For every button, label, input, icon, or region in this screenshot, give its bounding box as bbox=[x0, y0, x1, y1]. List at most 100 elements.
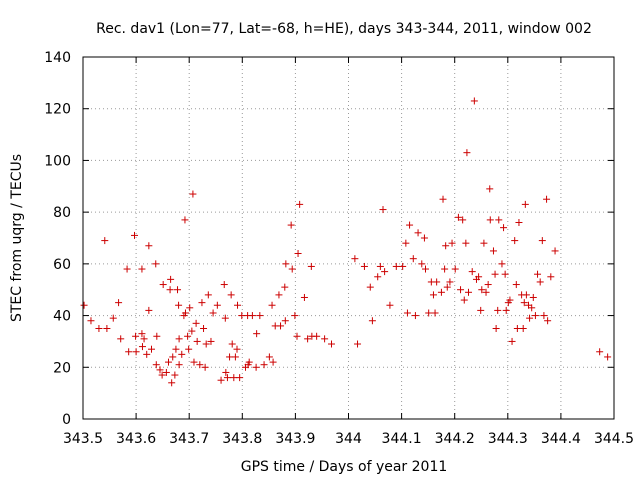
data-point bbox=[294, 250, 302, 258]
data-point bbox=[511, 237, 519, 245]
data-point bbox=[354, 340, 362, 348]
data-point bbox=[431, 309, 439, 317]
data-point bbox=[253, 330, 261, 338]
data-point bbox=[360, 262, 368, 270]
data-point bbox=[498, 260, 506, 268]
data-point bbox=[174, 286, 182, 294]
data-point bbox=[409, 255, 417, 263]
data-point bbox=[269, 358, 277, 366]
data-point bbox=[551, 247, 559, 255]
data-point bbox=[491, 270, 499, 278]
data-point bbox=[459, 216, 467, 224]
data-point bbox=[425, 309, 433, 317]
data-point bbox=[506, 296, 514, 304]
data-point bbox=[366, 283, 374, 291]
data-point bbox=[480, 239, 488, 247]
data-point bbox=[486, 185, 494, 193]
data-point bbox=[379, 206, 387, 214]
data-point bbox=[547, 273, 555, 281]
data-point bbox=[207, 337, 215, 345]
data-point bbox=[175, 335, 183, 343]
data-point bbox=[470, 97, 478, 105]
data-point bbox=[446, 278, 454, 286]
data-point bbox=[115, 299, 123, 307]
data-point bbox=[465, 288, 473, 296]
data-point bbox=[522, 291, 530, 299]
data-point bbox=[420, 234, 428, 242]
data-point bbox=[140, 335, 148, 343]
data-point bbox=[386, 301, 394, 309]
data-point bbox=[287, 221, 295, 229]
x-tick-label: 343.9 bbox=[275, 431, 315, 447]
data-point bbox=[596, 348, 604, 356]
data-point bbox=[288, 265, 296, 273]
data-point bbox=[281, 283, 289, 291]
data-point bbox=[202, 340, 210, 348]
data-point bbox=[87, 317, 95, 325]
data-point bbox=[351, 255, 359, 263]
y-tick-label: 100 bbox=[44, 153, 71, 169]
data-point bbox=[544, 317, 552, 325]
data-point bbox=[421, 265, 429, 273]
data-point bbox=[198, 299, 206, 307]
x-tick-label: 344 bbox=[335, 431, 362, 447]
data-point bbox=[392, 262, 400, 270]
data-point bbox=[252, 363, 260, 371]
data-point bbox=[231, 353, 239, 361]
data-point bbox=[201, 363, 209, 371]
data-point bbox=[429, 291, 437, 299]
data-point bbox=[168, 379, 176, 387]
data-point bbox=[156, 366, 164, 374]
data-point bbox=[166, 286, 174, 294]
data-point bbox=[185, 345, 193, 353]
data-point bbox=[313, 332, 321, 340]
data-point bbox=[442, 242, 450, 250]
data-point bbox=[460, 296, 468, 304]
axis-ticks bbox=[82, 56, 615, 420]
x-tick-label: 343.6 bbox=[116, 431, 156, 447]
data-point bbox=[536, 278, 544, 286]
data-point bbox=[196, 361, 204, 369]
data-point bbox=[226, 353, 234, 361]
x-tick-label: 344.3 bbox=[488, 431, 528, 447]
data-point bbox=[433, 278, 441, 286]
data-point bbox=[147, 345, 155, 353]
data-point bbox=[441, 265, 449, 273]
data-point bbox=[475, 273, 483, 281]
data-point bbox=[101, 237, 109, 245]
data-point bbox=[209, 309, 217, 317]
data-point bbox=[374, 273, 382, 281]
data-point bbox=[521, 200, 529, 208]
data-point bbox=[468, 268, 476, 276]
data-point bbox=[190, 358, 198, 366]
data-point bbox=[484, 281, 492, 289]
data-point bbox=[304, 335, 312, 343]
data-point bbox=[220, 281, 228, 289]
y-tick-label: 0 bbox=[62, 412, 71, 428]
data-point bbox=[245, 358, 253, 366]
data-point bbox=[200, 325, 208, 332]
data-point bbox=[457, 286, 465, 294]
data-point bbox=[492, 325, 500, 332]
data-point bbox=[293, 332, 301, 340]
data-point bbox=[152, 361, 160, 369]
y-tick-labels: 0 20 40 60 80 100 120 140 bbox=[44, 50, 71, 428]
data-point bbox=[80, 301, 88, 309]
data-point bbox=[248, 312, 256, 320]
data-points bbox=[80, 97, 612, 387]
x-tick-label: 344.5 bbox=[594, 431, 634, 447]
data-point bbox=[489, 247, 497, 255]
data-point bbox=[159, 281, 167, 289]
data-point bbox=[519, 325, 527, 332]
data-point bbox=[234, 301, 242, 309]
data-point bbox=[477, 306, 485, 314]
data-point bbox=[520, 299, 528, 307]
data-point bbox=[418, 260, 426, 268]
data-point bbox=[486, 216, 494, 224]
data-point bbox=[125, 348, 133, 356]
data-point bbox=[186, 304, 194, 312]
data-point bbox=[281, 317, 289, 325]
data-point bbox=[188, 327, 196, 335]
data-point bbox=[307, 262, 315, 270]
